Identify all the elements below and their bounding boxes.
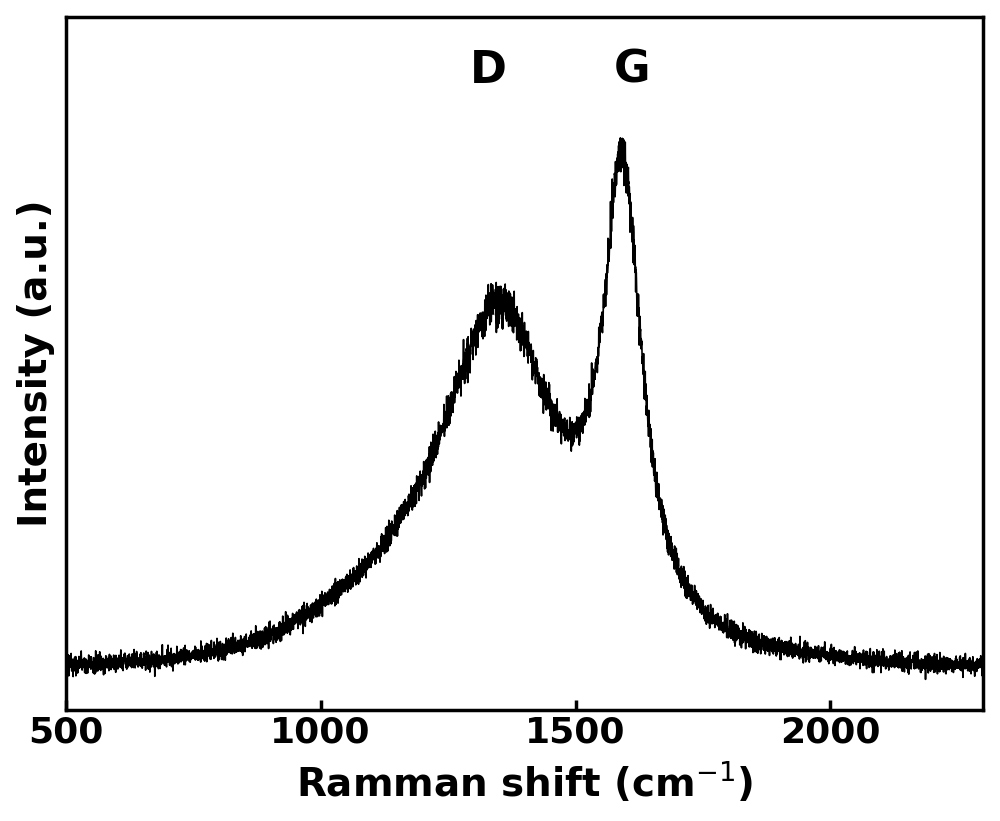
Text: D: D: [470, 48, 507, 92]
Y-axis label: Intensity (a.u.): Intensity (a.u.): [17, 200, 55, 527]
Text: G: G: [613, 48, 650, 92]
X-axis label: Ramman shift (cm$^{-1}$): Ramman shift (cm$^{-1}$): [296, 760, 753, 805]
